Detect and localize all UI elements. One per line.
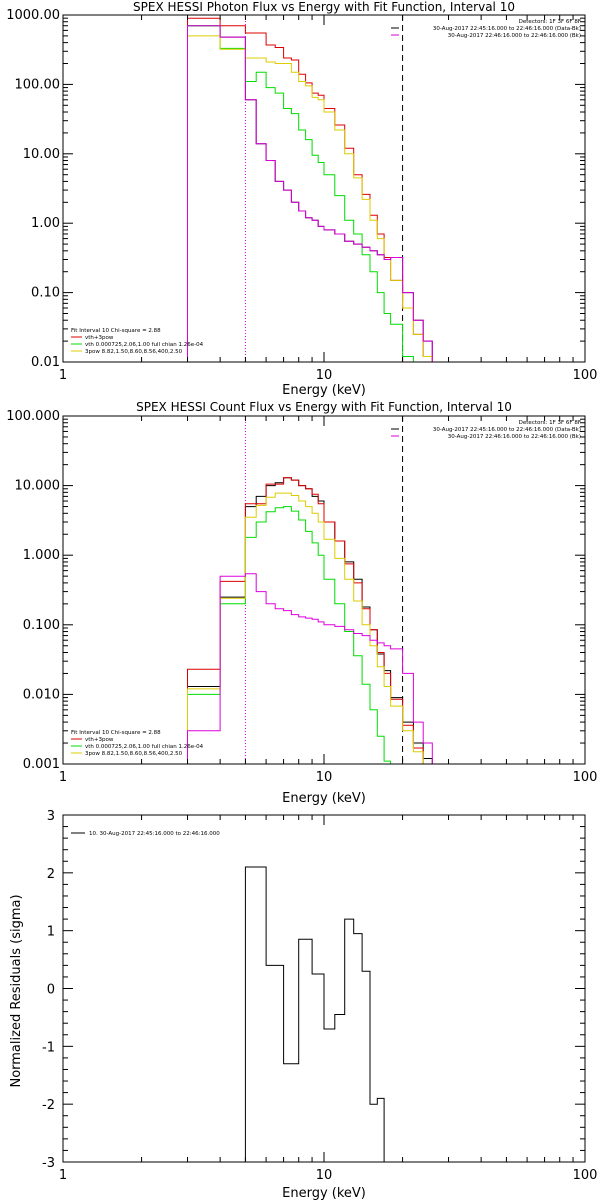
y-tick-label: 0.10: [31, 286, 60, 301]
legend-top-text: 30-Aug-2017 22:45:16.000 to 22:46:16.000…: [433, 26, 581, 32]
y-tick-label: 0.001: [23, 757, 60, 772]
series-line-4: [187, 573, 433, 764]
residuals-panel: Energy (keV) Normalized Residuals (sigma…: [9, 809, 597, 1200]
legend-top-text: Detectors: 1F 3F 6F 8F: [519, 19, 581, 25]
legend-bottom-text: vth 0.000725,2.06,1.00 full chian 1.26e-…: [85, 744, 204, 750]
legend-top-text: 30-Aug-2017 22:46:16.000 to 22:46:16.000…: [448, 434, 581, 440]
y-tick-label: 0.01: [31, 355, 60, 370]
legend-bottom-text: Fit Interval 10 Chi-square = 2.88: [71, 328, 161, 334]
y-tick-label: 1: [47, 925, 55, 940]
x-tick-label: 1: [59, 368, 67, 383]
x-axis-label: Energy (keV): [282, 1186, 366, 1200]
series-line-2: [187, 506, 433, 764]
legend-bottom-text: vth 0.000725,2.06,1.00 full chian 1.26e-…: [85, 342, 204, 348]
x-tick-label: 100: [573, 368, 598, 383]
x-tick-label: 10: [316, 1168, 333, 1183]
legend-bottom-text: vth+3pow: [85, 335, 114, 341]
x-axis-label: Energy (keV): [282, 383, 366, 398]
legend-bottom-text: vth+3pow: [85, 737, 114, 743]
legend-bottom-text: Fit Interval 10 Chi-square = 2.88: [71, 730, 161, 736]
y-tick-label: 1.000: [23, 548, 60, 563]
y-tick-label: 0.100: [23, 618, 60, 633]
y-tick-label: 0.010: [23, 687, 60, 702]
x-tick-label: 10: [316, 770, 333, 785]
y-tick-label: 3: [47, 809, 55, 824]
photon-flux-panel: SPEX HESSI Photon Flux vs Energy with Fi…: [6, 0, 598, 398]
x-tick-label: 100: [573, 1168, 598, 1183]
legend-top-text: Detectors: 1F 3F 6F 8F: [519, 420, 581, 426]
x-tick-label: 1: [59, 770, 67, 785]
x-tick-label: 10: [316, 368, 333, 383]
y-axis-label: Normalized Residuals (sigma): [9, 894, 24, 1087]
legend-bottom-text: 3pow 8.82,1.50,8.60,8.56,400,2.50: [85, 751, 183, 757]
series-line-4: [187, 25, 433, 362]
series-line-1: [187, 477, 433, 764]
legend-bottom-text: 3pow 8.82,1.50,8.60,8.56,400,2.50: [85, 349, 183, 355]
y-tick-label: 10.000: [15, 479, 61, 494]
y-tick-label: 10.00: [23, 147, 60, 162]
series-line-0: [244, 866, 403, 1162]
y-tick-label: 100.000: [6, 409, 60, 424]
x-axis-label: Energy (keV): [282, 791, 366, 806]
x-tick-label: 100: [573, 770, 598, 785]
y-tick-label: -2: [42, 1098, 55, 1113]
x-tick-label: 1: [59, 1168, 67, 1183]
chart-title: SPEX HESSI Photon Flux vs Energy with Fi…: [133, 0, 515, 14]
y-tick-label: 0: [47, 983, 55, 998]
y-tick-label: 1000.00: [6, 8, 60, 23]
legend-top-text: 30-Aug-2017 22:45:16.000 to 22:46:16.000…: [433, 427, 581, 433]
y-tick-label: 100.00: [15, 77, 61, 92]
count-flux-panel: SPEX HESSI Count Flux vs Energy with Fit…: [6, 400, 598, 806]
y-tick-label: -1: [42, 1040, 55, 1055]
series-line-3: [187, 35, 433, 362]
legend-top-text: 30-Aug-2017 22:46:16.000 to 22:46:16.000…: [448, 33, 581, 39]
legend-top-text: 10. 30-Aug-2017 22:45:16.000 to 22:46:16…: [89, 831, 220, 837]
y-tick-label: -3: [42, 1156, 55, 1171]
series-line-2: [187, 25, 433, 362]
y-tick-label: 1.00: [31, 216, 60, 231]
y-tick-label: 2: [47, 867, 55, 882]
chart-title: SPEX HESSI Count Flux vs Energy with Fit…: [136, 400, 512, 414]
series-line-3: [187, 492, 433, 764]
